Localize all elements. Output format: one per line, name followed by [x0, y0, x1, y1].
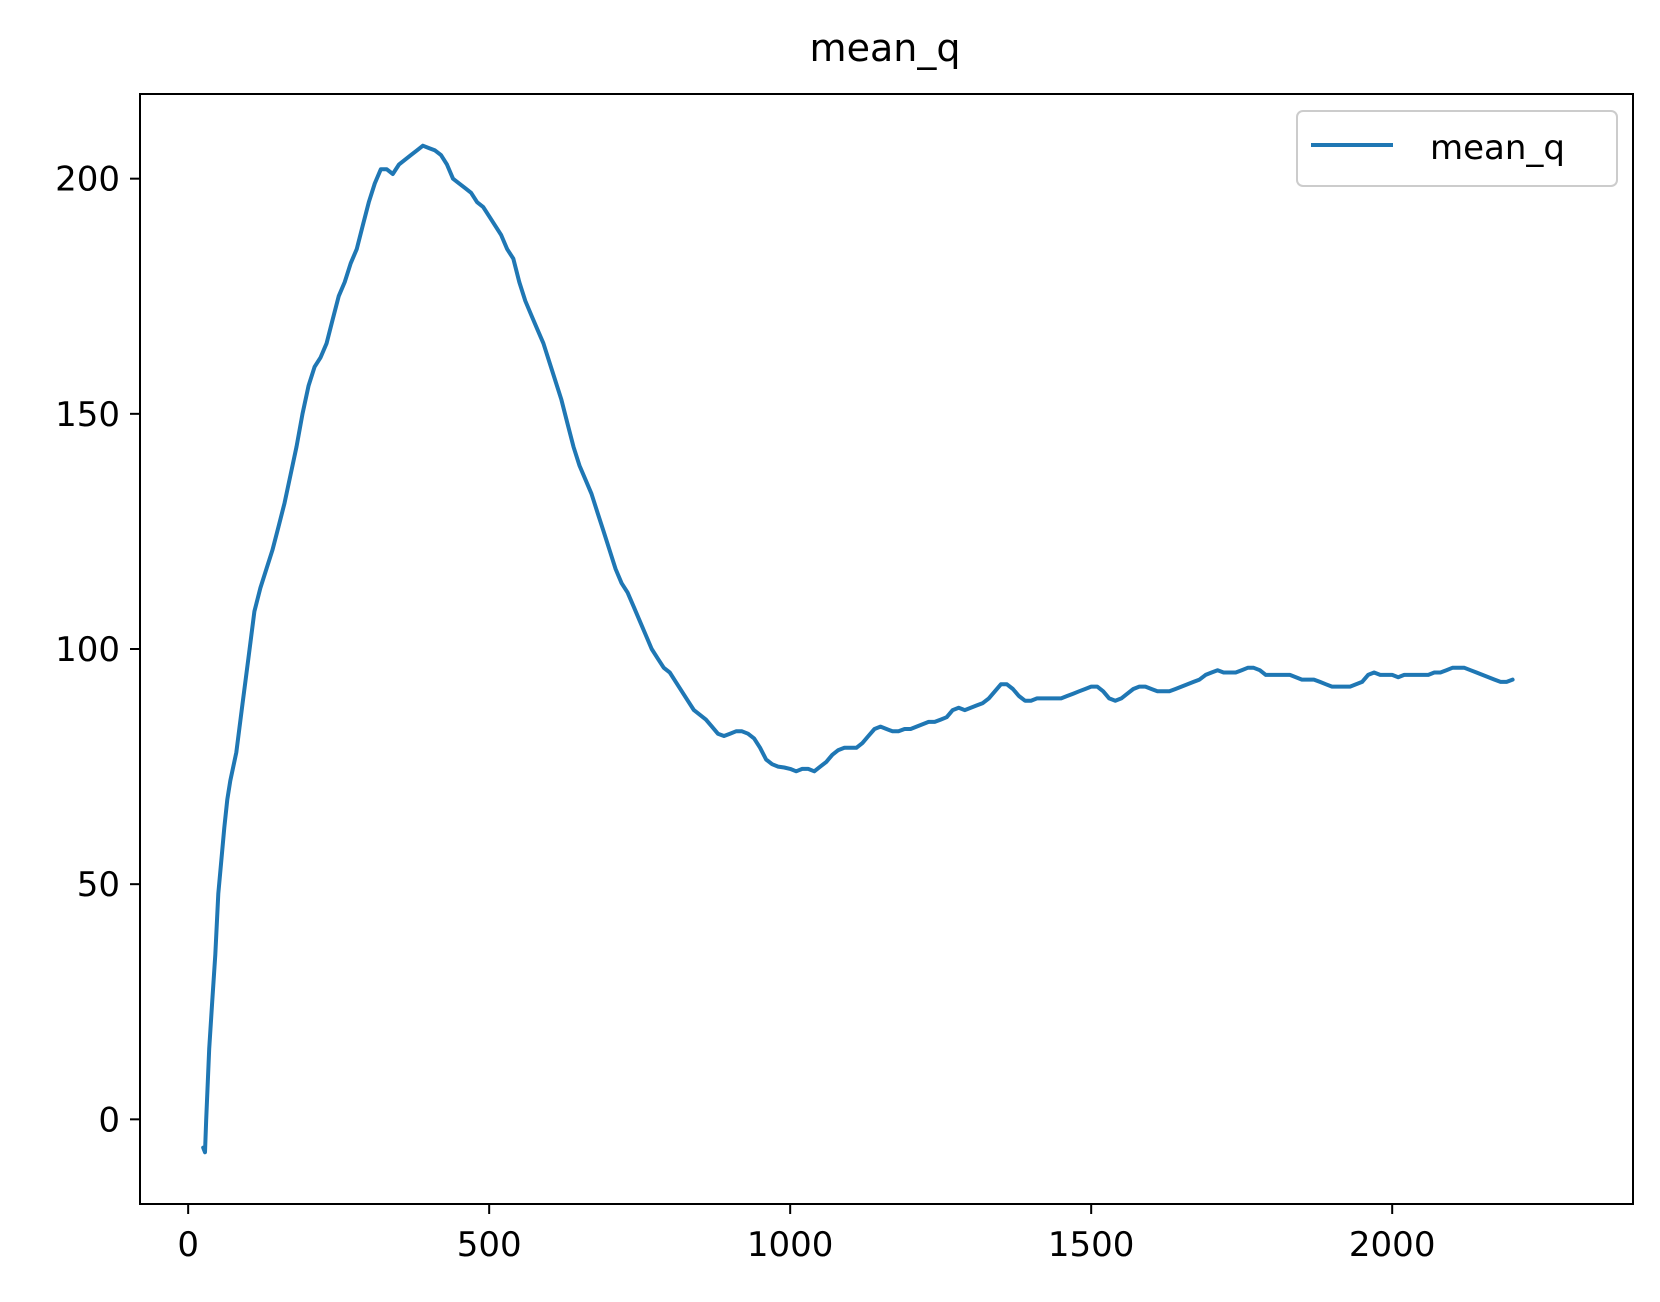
y-tick-label: 150	[55, 395, 120, 435]
x-tick-label: 0	[177, 1225, 199, 1265]
x-axis: 0 500 1000 1500 2000	[177, 1204, 1435, 1265]
chart-title: mean_q	[810, 26, 961, 70]
y-tick-label: 50	[77, 865, 120, 905]
legend-box	[1296, 110, 1618, 187]
x-tick-label: 2000	[1349, 1225, 1436, 1265]
y-axis: 0 50 100 150 200	[55, 160, 140, 1140]
x-tick-label: 1500	[1048, 1225, 1135, 1265]
series-line-mean_q	[201, 143, 1515, 1155]
x-tick-label: 1000	[747, 1225, 834, 1265]
y-tick-label: 0	[98, 1100, 120, 1140]
legend: mean_q	[1296, 110, 1618, 187]
x-tick-label: 500	[457, 1225, 522, 1265]
y-tick-label: 100	[55, 630, 120, 670]
legend-label-mean_q: mean_q	[1430, 128, 1565, 168]
y-tick-label: 200	[55, 160, 120, 200]
